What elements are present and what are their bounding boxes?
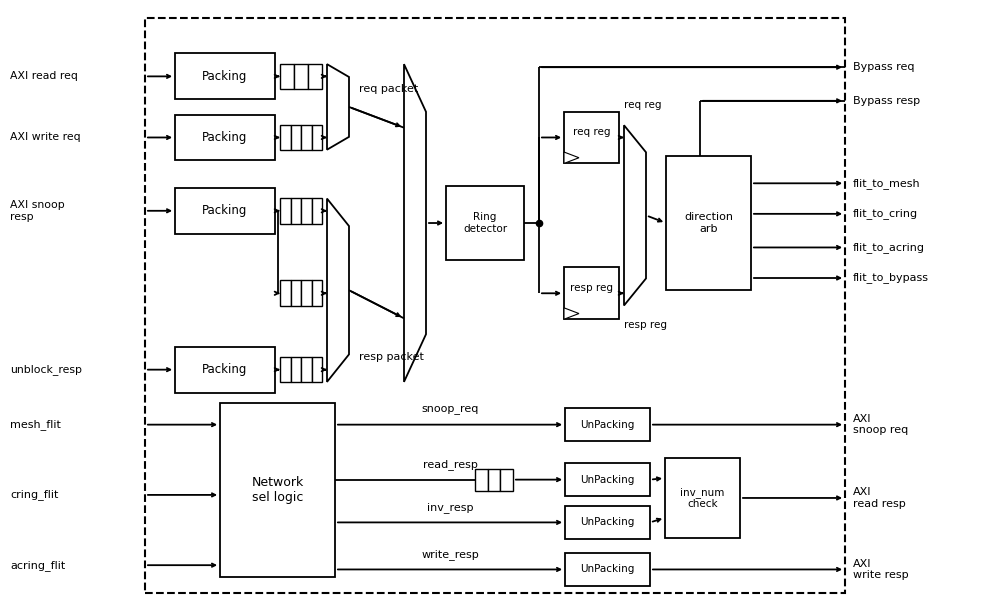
Bar xyxy=(175,188,275,233)
Text: write_resp: write_resp xyxy=(421,549,479,560)
Bar xyxy=(291,125,301,150)
Text: Packing: Packing xyxy=(202,131,248,144)
Text: inv_resp: inv_resp xyxy=(427,502,473,513)
Text: resp packet: resp packet xyxy=(359,353,424,362)
Bar xyxy=(280,357,290,382)
Bar xyxy=(291,357,301,382)
Bar xyxy=(312,280,322,306)
Text: Bypass resp: Bypass resp xyxy=(853,96,920,106)
Bar xyxy=(294,64,308,89)
Bar xyxy=(564,268,619,319)
Bar xyxy=(488,469,500,491)
Bar xyxy=(665,458,740,538)
Text: AXI
read resp: AXI read resp xyxy=(853,487,906,509)
Polygon shape xyxy=(327,64,349,150)
Text: flit_to_cring: flit_to_cring xyxy=(853,208,918,219)
Text: AXI read req: AXI read req xyxy=(10,71,78,81)
Bar xyxy=(565,463,650,496)
Polygon shape xyxy=(624,125,646,306)
Bar xyxy=(312,125,322,150)
Text: AXI snoop
resp: AXI snoop resp xyxy=(10,200,65,222)
Text: direction
arb: direction arb xyxy=(684,212,733,234)
Bar xyxy=(291,198,301,224)
Text: Packing: Packing xyxy=(202,363,248,376)
Text: inv_num
check: inv_num check xyxy=(680,487,725,509)
Text: read_resp: read_resp xyxy=(423,459,477,470)
Text: snoop_req: snoop_req xyxy=(421,406,479,415)
Bar xyxy=(446,186,524,260)
Text: unblock_resp: unblock_resp xyxy=(10,364,82,375)
Bar xyxy=(666,156,751,290)
Text: flit_to_bypass: flit_to_bypass xyxy=(853,273,929,284)
Bar xyxy=(301,357,312,382)
Bar xyxy=(301,125,312,150)
Text: UnPacking: UnPacking xyxy=(580,475,635,485)
Bar xyxy=(280,198,290,224)
Bar xyxy=(301,198,312,224)
Polygon shape xyxy=(404,64,426,382)
Bar xyxy=(500,469,513,491)
Text: Packing: Packing xyxy=(202,204,248,218)
Text: Bypass req: Bypass req xyxy=(853,62,914,72)
Bar xyxy=(312,357,322,382)
Text: AXI
snoop req: AXI snoop req xyxy=(853,414,908,436)
Text: req packet: req packet xyxy=(359,84,418,93)
Bar xyxy=(308,64,322,89)
Bar xyxy=(301,280,312,306)
Bar xyxy=(280,64,294,89)
Bar xyxy=(565,552,650,587)
Polygon shape xyxy=(327,199,349,382)
Bar xyxy=(175,115,275,160)
Text: Ring
detector: Ring detector xyxy=(463,212,507,234)
Text: cring_flit: cring_flit xyxy=(10,489,58,500)
Text: Packing: Packing xyxy=(202,70,248,83)
Bar xyxy=(565,408,650,441)
Bar xyxy=(565,506,650,540)
Bar xyxy=(220,403,335,577)
Bar xyxy=(280,280,290,306)
Text: AXI
write resp: AXI write resp xyxy=(853,558,909,580)
Text: resp reg: resp reg xyxy=(570,283,613,293)
Bar xyxy=(475,469,488,491)
Text: req reg: req reg xyxy=(573,127,610,137)
Text: flit_to_acring: flit_to_acring xyxy=(853,242,925,253)
Text: UnPacking: UnPacking xyxy=(580,518,635,527)
Text: Network
sel logic: Network sel logic xyxy=(251,477,304,504)
Text: req reg: req reg xyxy=(624,100,662,111)
Text: mesh_flit: mesh_flit xyxy=(10,419,61,430)
Polygon shape xyxy=(564,308,579,319)
Text: UnPacking: UnPacking xyxy=(580,565,635,574)
Bar xyxy=(145,18,845,593)
Text: resp reg: resp reg xyxy=(624,320,667,331)
Text: acring_flit: acring_flit xyxy=(10,560,65,571)
Bar xyxy=(175,346,275,392)
Text: AXI write req: AXI write req xyxy=(10,133,81,142)
Bar xyxy=(312,198,322,224)
Text: flit_to_mesh: flit_to_mesh xyxy=(853,178,921,189)
Bar xyxy=(280,125,290,150)
Bar xyxy=(291,280,301,306)
Bar xyxy=(564,111,619,163)
Text: UnPacking: UnPacking xyxy=(580,420,635,430)
Polygon shape xyxy=(564,152,579,163)
Bar xyxy=(175,53,275,99)
